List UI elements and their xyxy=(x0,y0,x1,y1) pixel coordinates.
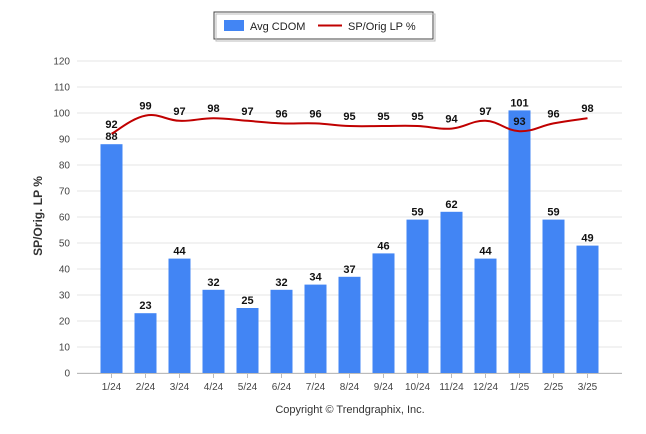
x-tick-label: 2/24 xyxy=(136,382,156,393)
x-tick-label: 4/24 xyxy=(204,382,224,393)
x-tick-label: 1/25 xyxy=(510,382,530,393)
x-tick-label: 8/24 xyxy=(340,382,360,393)
legend-label-sp-orig-lp: SP/Orig LP % xyxy=(348,21,416,33)
bar-value-label: 44 xyxy=(173,246,186,258)
x-tick-label: 5/24 xyxy=(238,382,258,393)
x-tick-label: 12/24 xyxy=(473,382,498,393)
legend: Avg CDOM SP/Orig LP % xyxy=(213,11,436,42)
bar-value-label: 59 xyxy=(547,207,559,219)
line-value-label: 95 xyxy=(377,111,389,123)
y-axis-label: SP/Orig. LP % xyxy=(31,176,45,256)
bar xyxy=(202,289,225,373)
line-value-label: 97 xyxy=(173,106,185,118)
bar xyxy=(372,253,395,373)
bar-value-label: 25 xyxy=(241,295,253,307)
y-tick-label: 40 xyxy=(59,265,71,276)
legend-shadow xyxy=(215,13,436,42)
bar-labels: 88 23 44 32 25 32 34 37 46 59 62 44 101 59 49 xyxy=(105,97,593,312)
bar-value-label: 88 xyxy=(105,131,117,143)
x-axis-ticks: 1/24 2/24 3/24 4/24 5/24 6/24 7/24 8/24 9/24 10/2… xyxy=(102,373,598,393)
line-value-label: 95 xyxy=(343,111,355,123)
bar xyxy=(542,219,565,373)
line-value-label: 95 xyxy=(411,111,423,123)
line-value-label: 99 xyxy=(139,101,151,113)
line-value-label: 96 xyxy=(275,108,287,120)
y-axis-ticks: 0 10 20 30 40 50 60 70 80 90 100 110 120 xyxy=(53,57,70,380)
bars xyxy=(100,110,599,374)
legend-label-avg-cdom: Avg CDOM xyxy=(250,21,305,33)
legend-swatch-avg-cdom xyxy=(224,20,244,31)
line-value-label: 92 xyxy=(105,119,117,131)
bar-value-label: 34 xyxy=(309,272,322,284)
bar xyxy=(304,284,327,373)
line-series xyxy=(111,114,588,135)
bar xyxy=(168,258,191,373)
bar xyxy=(134,313,157,373)
bar xyxy=(270,289,293,373)
y-tick-label: 10 xyxy=(59,343,71,354)
x-tick-label: 2/25 xyxy=(544,382,564,393)
line-value-label: 96 xyxy=(547,108,559,120)
x-tick-label: 11/24 xyxy=(439,382,464,393)
y-tick-label: 120 xyxy=(53,57,70,68)
line-value-label: 97 xyxy=(241,106,253,118)
x-tick-label: 10/24 xyxy=(405,382,430,393)
x-tick-label: 3/24 xyxy=(170,382,190,393)
y-tick-label: 50 xyxy=(59,239,71,250)
y-tick-label: 20 xyxy=(59,317,71,328)
bar-value-label: 59 xyxy=(411,207,423,219)
bar xyxy=(100,144,123,373)
bar xyxy=(236,308,259,373)
y-tick-label: 90 xyxy=(59,135,71,146)
sp-orig-lp-line xyxy=(111,114,588,135)
bar xyxy=(474,258,497,373)
line-value-label: 97 xyxy=(479,106,491,118)
bar-value-label: 62 xyxy=(445,199,457,211)
bar xyxy=(576,245,599,373)
y-tick-label: 60 xyxy=(59,213,71,224)
y-tick-label: 30 xyxy=(59,291,71,302)
line-value-label: 96 xyxy=(309,108,321,120)
bar-value-label: 23 xyxy=(139,300,151,312)
bar-value-label: 49 xyxy=(581,233,593,245)
line-value-label: 94 xyxy=(445,114,458,126)
y-tick-label: 80 xyxy=(59,161,71,172)
x-tick-label: 3/25 xyxy=(578,382,598,393)
line-value-label: 93 xyxy=(513,116,525,128)
y-tick-label: 0 xyxy=(64,369,70,380)
x-tick-label: 7/24 xyxy=(306,382,326,393)
y-tick-label: 70 xyxy=(59,187,71,198)
x-tick-label: 9/24 xyxy=(374,382,394,393)
x-tick-label: 6/24 xyxy=(272,382,292,393)
line-value-label: 98 xyxy=(581,103,593,115)
bar-value-label: 44 xyxy=(479,246,492,258)
bar xyxy=(338,276,361,373)
copyright-footer: Copyright © Trendgraphix, Inc. xyxy=(275,404,424,416)
line-labels: 92 99 97 98 97 96 96 95 95 95 94 97 93 96 98 xyxy=(105,101,593,131)
bar xyxy=(508,110,531,374)
bar-value-label: 101 xyxy=(510,97,528,109)
x-tick-label: 1/24 xyxy=(102,382,122,393)
bar-value-label: 32 xyxy=(275,277,287,289)
y-tick-label: 110 xyxy=(54,83,70,94)
line-value-label: 98 xyxy=(207,103,219,115)
bar-value-label: 32 xyxy=(207,277,219,289)
bar xyxy=(440,211,463,373)
bar xyxy=(406,219,429,373)
bar-value-label: 46 xyxy=(377,240,389,252)
bar-value-label: 37 xyxy=(343,264,355,276)
y-tick-label: 100 xyxy=(53,109,70,120)
